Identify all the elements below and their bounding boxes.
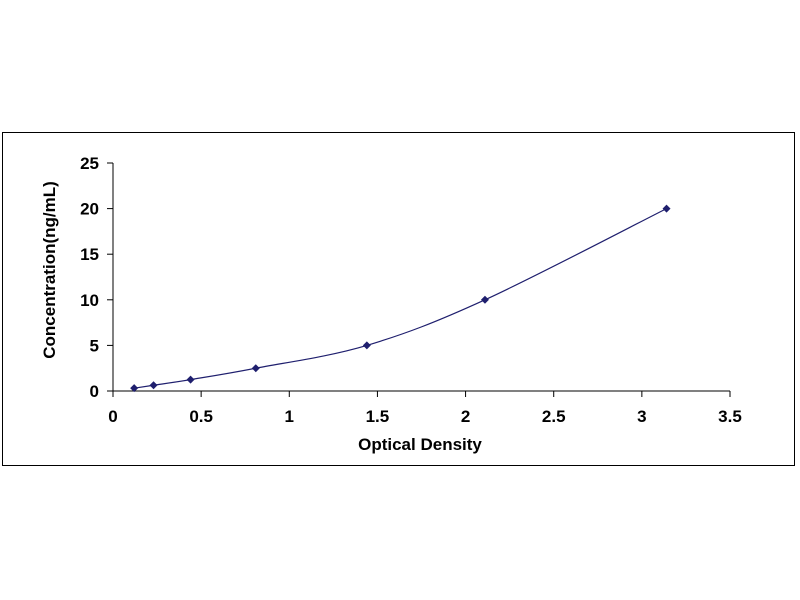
y-tick-label: 10 xyxy=(80,291,99,310)
y-tick-label: 0 xyxy=(90,382,99,401)
x-tick-label: 3 xyxy=(637,407,646,426)
x-tick-label: 2 xyxy=(461,407,470,426)
data-points-group xyxy=(130,204,671,393)
data-point xyxy=(251,364,260,373)
y-tick-label: 20 xyxy=(80,200,99,219)
x-tick-label: 0.5 xyxy=(189,407,213,426)
x-tick-label: 2.5 xyxy=(542,407,566,426)
y-tick-label: 15 xyxy=(80,245,99,264)
x-tick-label: 0 xyxy=(108,407,117,426)
fit-curve-group xyxy=(134,208,667,389)
x-tick-label: 1 xyxy=(285,407,294,426)
axes xyxy=(107,162,731,397)
chart-frame xyxy=(2,132,795,466)
data-point xyxy=(149,381,158,390)
x-tick-label: 3.5 xyxy=(718,407,742,426)
x-tick-label: 1.5 xyxy=(366,407,390,426)
y-tick-label: 5 xyxy=(90,336,99,355)
fit-curve xyxy=(134,208,667,389)
data-point xyxy=(362,341,371,350)
data-point xyxy=(480,295,489,304)
data-point xyxy=(186,375,195,384)
data-point xyxy=(662,204,671,213)
x-axis-title: Optical Density xyxy=(358,435,482,454)
tick-labels-group: 0 0.5 1 1.5 2 2.5 3 3.5 0 5 10 15 20 25 xyxy=(80,154,742,426)
y-tick-label: 25 xyxy=(80,154,99,173)
data-point xyxy=(130,384,139,393)
y-axis-title: Concentration(ng/mL) xyxy=(40,181,59,359)
